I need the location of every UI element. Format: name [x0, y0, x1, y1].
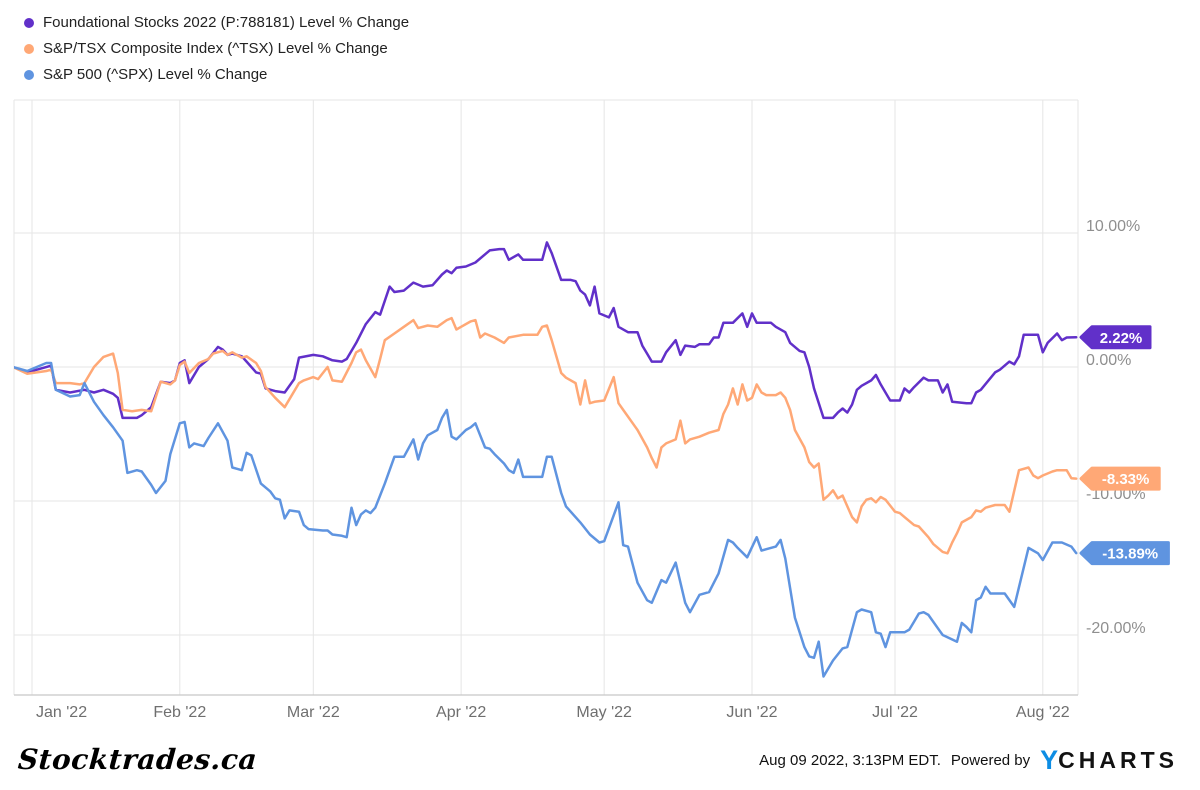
badge-value-label: -8.33% — [1102, 471, 1150, 488]
chart-attribution: Aug 09 2022, 3:13PM EDT. Powered by Y CH… — [759, 747, 1178, 774]
powered-by-label: Powered by — [950, 752, 1031, 769]
x-tick-label: Jan '22 — [36, 704, 87, 721]
badge-arrow-shape — [1079, 325, 1152, 350]
series-lines — [14, 241, 1078, 678]
x-tick-label: Jun '22 — [726, 704, 777, 721]
ycharts-wordmark: CHARTS — [1058, 747, 1178, 773]
end-value-badge-tsx-composite: -8.33% — [1079, 466, 1161, 491]
legend-item-sp500[interactable]: S&P 500 (^SPX) Level % Change — [24, 65, 409, 84]
legend-item-label: Foundational Stocks 2022 (P:788181) Leve… — [43, 14, 410, 31]
x-tick-label: May '22 — [576, 704, 632, 721]
y-tick-label: -20.00% — [1086, 620, 1146, 637]
badge-value-label: -13.89% — [1102, 546, 1158, 563]
end-value-badge-foundational-stocks: 2.22% — [1079, 325, 1152, 350]
ycharts-logo: Y CHARTS — [1040, 747, 1178, 774]
y-tick-label: 0.00% — [1086, 352, 1131, 369]
chart-timestamp: Aug 09 2022, 3:13PM EDT. — [759, 752, 941, 769]
x-tick-label: Aug '22 — [1016, 704, 1070, 721]
legend-dot-icon — [24, 43, 34, 54]
series-line-tsx-composite — [14, 316, 1078, 555]
ycharts-y-icon: Y — [1040, 745, 1059, 775]
badge-arrow-shape — [1079, 541, 1170, 566]
x-tick-label: Feb '22 — [153, 704, 206, 721]
legend-item-foundational-stocks[interactable]: Foundational Stocks 2022 (P:788181) Leve… — [24, 13, 409, 32]
series-line-foundational-stocks — [14, 241, 1078, 420]
x-tick-label: Mar '22 — [287, 704, 340, 721]
legend-item-tsx-composite[interactable]: S&P/TSX Composite Index (^TSX) Level % C… — [24, 39, 409, 58]
legend-dot-icon — [24, 69, 34, 80]
legend-dot-icon — [24, 17, 34, 28]
badge-arrow-shape — [1079, 466, 1161, 491]
badge-value-label: 2.22% — [1100, 330, 1143, 347]
x-tick-label: Jul '22 — [872, 704, 918, 721]
legend-item-label: S&P 500 (^SPX) Level % Change — [43, 66, 268, 83]
series-line-sp500 — [14, 361, 1078, 678]
chart-legend: Foundational Stocks 2022 (P:788181) Leve… — [24, 13, 409, 84]
x-tick-label: Apr '22 — [436, 704, 486, 721]
end-value-badge-sp500: -13.89% — [1079, 541, 1170, 566]
legend-item-label: S&P/TSX Composite Index (^TSX) Level % C… — [43, 40, 388, 57]
y-tick-label: 10.00% — [1086, 218, 1140, 235]
